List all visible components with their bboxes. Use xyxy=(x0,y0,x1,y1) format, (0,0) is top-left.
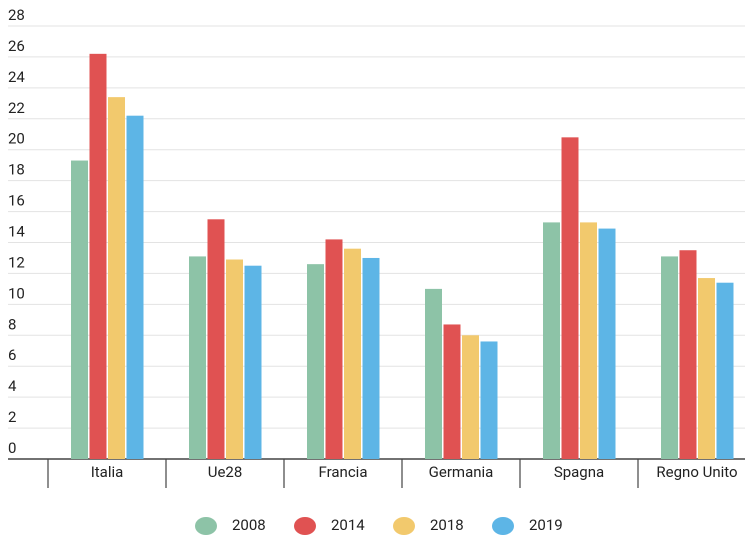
x-tick-label: Francia xyxy=(319,463,368,481)
legend-label: 2014 xyxy=(331,516,365,534)
bar xyxy=(108,97,125,459)
y-tick-label: 14 xyxy=(8,222,25,240)
bar xyxy=(716,282,734,459)
bar xyxy=(679,250,697,459)
y-tick-label: 20 xyxy=(8,130,25,148)
bar xyxy=(462,335,479,459)
legend-swatch xyxy=(492,517,514,535)
bar xyxy=(661,256,678,459)
y-tick-label: 10 xyxy=(8,284,25,302)
y-tick-label: 2 xyxy=(8,408,16,426)
bar xyxy=(480,341,498,459)
legend-label: 2008 xyxy=(232,516,266,534)
legend-swatch xyxy=(195,517,217,535)
bar xyxy=(362,257,380,459)
bar xyxy=(425,288,442,459)
bar xyxy=(207,219,225,459)
y-tick-label: 24 xyxy=(8,68,25,86)
y-tick-label: 8 xyxy=(8,315,16,333)
bar xyxy=(543,222,560,459)
bar xyxy=(561,137,579,460)
x-tick-label: Italia xyxy=(91,463,124,481)
bar xyxy=(89,53,107,459)
y-tick-label: 4 xyxy=(8,377,17,395)
bar xyxy=(325,239,343,459)
bar xyxy=(580,222,597,459)
legend-label: 2018 xyxy=(430,516,464,534)
y-tick-label: 12 xyxy=(8,253,25,271)
bar xyxy=(344,248,361,459)
legend-swatch xyxy=(294,517,316,535)
x-tick-label: Spagna xyxy=(554,463,604,481)
bar xyxy=(307,264,324,459)
y-tick-label: 0 xyxy=(8,439,16,457)
legend-swatch xyxy=(393,517,415,535)
bar xyxy=(244,265,262,459)
legend-label: 2019 xyxy=(529,516,563,534)
bar xyxy=(126,115,144,459)
x-tick-label: Ue28 xyxy=(208,463,243,481)
bar xyxy=(189,256,206,459)
y-tick-label: 26 xyxy=(8,37,25,55)
bar xyxy=(598,228,616,459)
y-tick-label: 28 xyxy=(8,6,25,24)
bar xyxy=(443,324,461,459)
y-tick-label: 6 xyxy=(8,346,16,364)
bar xyxy=(71,160,88,459)
y-tick-label: 18 xyxy=(8,161,25,179)
bar xyxy=(698,278,715,459)
y-tick-label: 16 xyxy=(8,192,25,210)
x-tick-label: Regno Unito xyxy=(656,463,737,481)
bar xyxy=(226,259,243,459)
y-tick-label: 22 xyxy=(8,99,25,117)
x-tick-label: Germania xyxy=(429,463,494,481)
